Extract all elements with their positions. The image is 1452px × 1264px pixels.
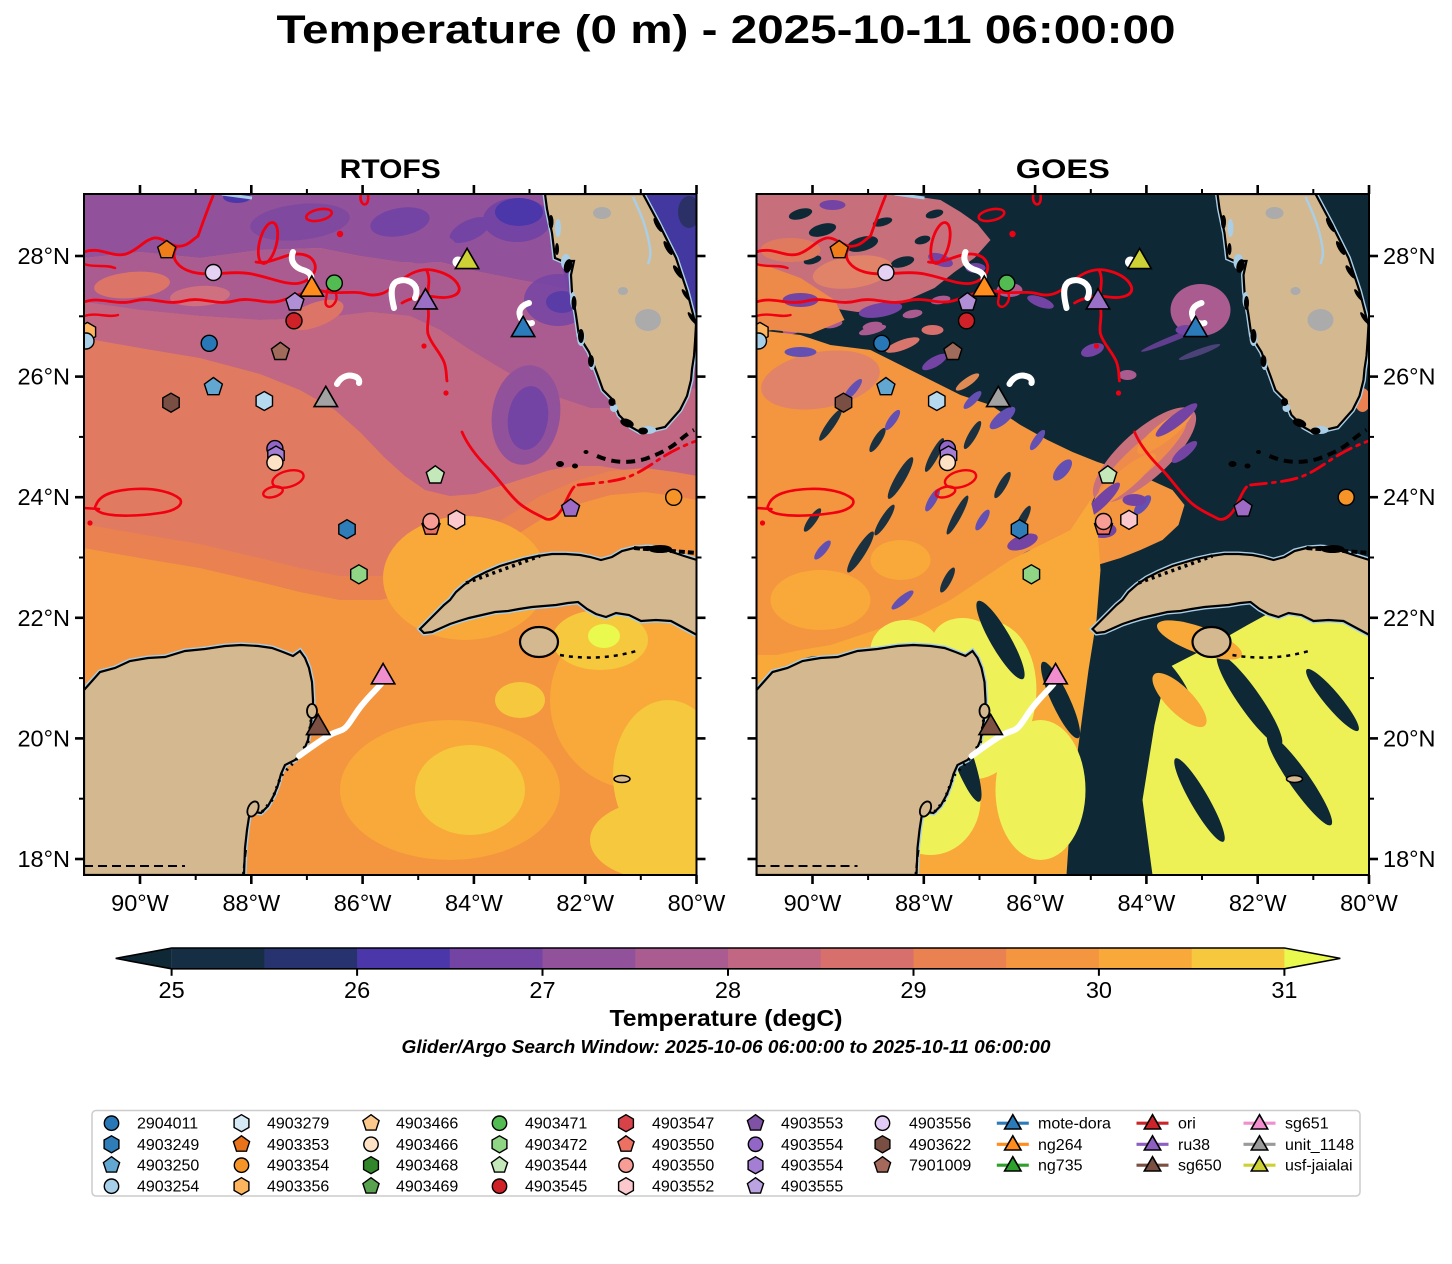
svg-text:4903250: 4903250 bbox=[137, 1158, 199, 1175]
svg-text:90°W: 90°W bbox=[784, 890, 843, 916]
svg-text:27: 27 bbox=[529, 977, 555, 1003]
svg-text:4903466: 4903466 bbox=[396, 1137, 458, 1154]
svg-text:30: 30 bbox=[1086, 977, 1112, 1003]
svg-text:18°N: 18°N bbox=[1383, 846, 1436, 872]
svg-text:86°W: 86°W bbox=[1006, 890, 1065, 916]
svg-text:20°N: 20°N bbox=[1383, 725, 1436, 751]
svg-text:RTOFS: RTOFS bbox=[340, 154, 441, 184]
svg-text:28: 28 bbox=[715, 977, 741, 1003]
svg-text:20°N: 20°N bbox=[17, 725, 70, 751]
svg-text:88°W: 88°W bbox=[895, 890, 954, 916]
svg-text:29: 29 bbox=[900, 977, 926, 1003]
svg-text:4903466: 4903466 bbox=[396, 1116, 458, 1133]
svg-text:Temperature (0 m) - 2025-10-11: Temperature (0 m) - 2025-10-11 06:00:00 bbox=[277, 8, 1176, 52]
svg-text:4903555: 4903555 bbox=[781, 1179, 843, 1196]
svg-text:31: 31 bbox=[1271, 977, 1297, 1003]
svg-text:4903550: 4903550 bbox=[652, 1158, 714, 1175]
svg-text:4903556: 4903556 bbox=[909, 1116, 971, 1133]
svg-text:4903544: 4903544 bbox=[525, 1158, 587, 1175]
svg-text:4903545: 4903545 bbox=[525, 1179, 587, 1196]
svg-text:86°W: 86°W bbox=[334, 890, 393, 916]
svg-text:4903554: 4903554 bbox=[781, 1158, 843, 1175]
svg-text:Glider/Argo Search Window: 202: Glider/Argo Search Window: 2025-10-06 06… bbox=[402, 1036, 1052, 1057]
svg-text:Temperature (degC): Temperature (degC) bbox=[610, 1005, 843, 1031]
svg-text:4903552: 4903552 bbox=[652, 1179, 714, 1196]
svg-text:4903354: 4903354 bbox=[267, 1158, 329, 1175]
svg-text:4903622: 4903622 bbox=[909, 1137, 971, 1154]
svg-text:4903471: 4903471 bbox=[525, 1116, 587, 1133]
svg-text:88°W: 88°W bbox=[222, 890, 281, 916]
svg-text:7901009: 7901009 bbox=[909, 1158, 971, 1175]
svg-text:sg651: sg651 bbox=[1285, 1116, 1329, 1133]
svg-text:4903468: 4903468 bbox=[396, 1158, 458, 1175]
svg-text:4903254: 4903254 bbox=[137, 1179, 199, 1196]
svg-text:sg650: sg650 bbox=[1178, 1158, 1222, 1175]
svg-text:4903550: 4903550 bbox=[652, 1137, 714, 1154]
svg-text:4903472: 4903472 bbox=[525, 1137, 587, 1154]
svg-text:4903554: 4903554 bbox=[781, 1137, 843, 1154]
svg-text:26: 26 bbox=[344, 977, 370, 1003]
svg-text:usf-jaialai: usf-jaialai bbox=[1285, 1158, 1353, 1175]
svg-text:28°N: 28°N bbox=[17, 243, 70, 269]
svg-text:ori: ori bbox=[1178, 1116, 1196, 1133]
svg-text:4903469: 4903469 bbox=[396, 1179, 458, 1196]
svg-text:18°N: 18°N bbox=[17, 846, 70, 872]
svg-text:24°N: 24°N bbox=[1383, 484, 1436, 510]
svg-text:4903547: 4903547 bbox=[652, 1116, 714, 1133]
svg-text:GOES: GOES bbox=[1016, 154, 1110, 184]
svg-text:22°N: 22°N bbox=[17, 605, 70, 631]
svg-text:unit_1148: unit_1148 bbox=[1285, 1137, 1354, 1154]
svg-text:80°W: 80°W bbox=[668, 890, 727, 916]
svg-text:ng264: ng264 bbox=[1038, 1137, 1083, 1154]
svg-text:ng735: ng735 bbox=[1038, 1158, 1083, 1175]
svg-text:84°W: 84°W bbox=[1118, 890, 1177, 916]
svg-text:80°W: 80°W bbox=[1340, 890, 1399, 916]
svg-text:82°W: 82°W bbox=[1229, 890, 1288, 916]
svg-text:4903249: 4903249 bbox=[137, 1137, 199, 1154]
svg-text:22°N: 22°N bbox=[1383, 605, 1436, 631]
svg-text:4903279: 4903279 bbox=[267, 1116, 329, 1133]
svg-text:26°N: 26°N bbox=[17, 364, 70, 390]
svg-text:84°W: 84°W bbox=[445, 890, 504, 916]
svg-text:26°N: 26°N bbox=[1383, 364, 1436, 390]
svg-text:90°W: 90°W bbox=[111, 890, 170, 916]
svg-text:2904011: 2904011 bbox=[137, 1116, 198, 1133]
svg-text:ru38: ru38 bbox=[1178, 1137, 1210, 1154]
svg-text:28°N: 28°N bbox=[1383, 243, 1436, 269]
svg-text:24°N: 24°N bbox=[17, 484, 70, 510]
svg-text:25: 25 bbox=[159, 977, 185, 1003]
svg-text:4903553: 4903553 bbox=[781, 1116, 843, 1133]
svg-text:mote-dora: mote-dora bbox=[1038, 1116, 1111, 1133]
svg-text:82°W: 82°W bbox=[556, 890, 615, 916]
svg-text:4903353: 4903353 bbox=[267, 1137, 329, 1154]
svg-text:4903356: 4903356 bbox=[267, 1179, 329, 1196]
